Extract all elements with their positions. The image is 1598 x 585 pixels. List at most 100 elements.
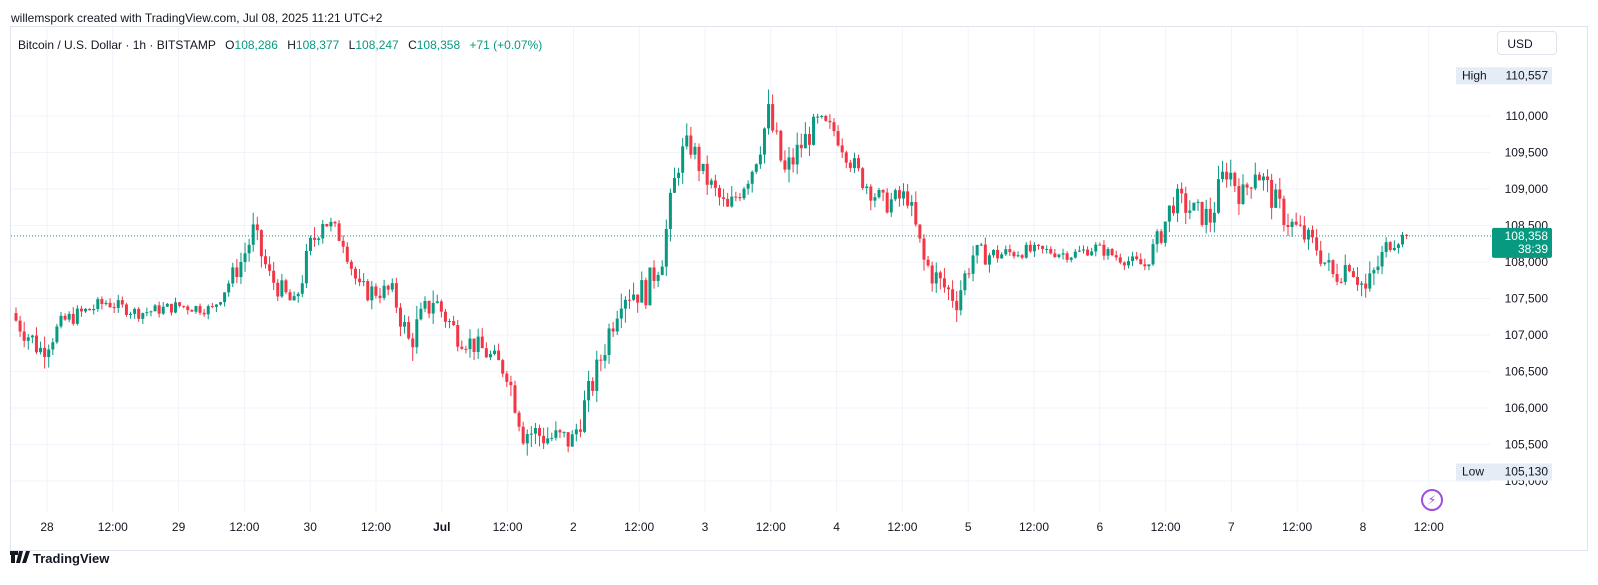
candle-body	[174, 302, 178, 313]
candle	[971, 245, 975, 282]
candle	[1171, 197, 1175, 216]
candle-body	[1274, 189, 1278, 208]
candle-body	[987, 255, 991, 265]
candle-body	[75, 308, 79, 324]
candle-body	[820, 115, 824, 117]
candle-body	[558, 430, 562, 433]
candle	[668, 188, 672, 242]
x-tick-label: 30	[304, 520, 318, 534]
candle	[992, 249, 996, 258]
candle-body	[484, 348, 488, 358]
candle	[190, 309, 194, 312]
candle	[877, 187, 881, 199]
candle	[427, 300, 431, 319]
candle-body	[488, 354, 492, 358]
candle	[276, 279, 280, 302]
candle-body	[1143, 264, 1147, 267]
y-tick-label: 106,500	[1505, 365, 1549, 379]
candle	[1339, 277, 1343, 284]
candle	[738, 192, 742, 202]
candle-body	[1380, 252, 1384, 267]
candle	[1081, 245, 1085, 254]
candle	[329, 217, 333, 232]
high-label: High	[1462, 68, 1487, 82]
candle-body	[705, 163, 709, 185]
candle	[464, 345, 468, 354]
candle-body	[1098, 244, 1102, 246]
candle-body	[746, 183, 750, 189]
candle	[456, 320, 460, 352]
x-tick-label: 12:00	[229, 520, 259, 534]
candle-body	[272, 270, 276, 283]
lightning-bolt-icon[interactable]: ⚡	[1421, 489, 1443, 511]
currency-button[interactable]: USD	[1497, 31, 1557, 55]
candle	[783, 150, 787, 173]
candle	[120, 296, 124, 308]
candle-body	[1388, 242, 1392, 250]
candle-body	[640, 280, 644, 303]
candle	[39, 341, 43, 355]
candle	[1086, 246, 1090, 257]
candle-body	[325, 224, 329, 227]
candle-body	[390, 283, 394, 290]
candle-body	[1306, 229, 1310, 240]
candle-body	[848, 162, 852, 168]
candle	[1041, 245, 1045, 254]
high-value: 110,557	[1506, 68, 1549, 82]
candle-body	[362, 281, 366, 283]
candle	[1053, 248, 1057, 259]
candle	[640, 271, 644, 303]
candle	[92, 304, 96, 315]
candle	[59, 312, 63, 329]
symbol-legend[interactable]: Bitcoin / U.S. Dollar · 1h · BITSTAMP O1…	[18, 37, 542, 53]
candle	[251, 212, 255, 252]
candle-body	[566, 432, 570, 447]
candle	[1335, 263, 1339, 286]
candle-body	[480, 336, 484, 349]
candle	[149, 310, 153, 317]
candle	[390, 278, 394, 293]
candle-body	[1229, 172, 1233, 180]
candle-body	[1298, 224, 1302, 226]
candle	[513, 380, 517, 414]
price-axis[interactable]: 105,000105,500106,000106,500107,000107,5…	[1505, 109, 1549, 488]
candle	[885, 188, 889, 214]
candle	[648, 267, 652, 306]
candle	[660, 260, 664, 276]
candle	[1319, 240, 1323, 267]
candle-body	[1216, 179, 1220, 213]
candle	[1032, 242, 1036, 257]
candle	[313, 227, 317, 247]
candle-body	[1167, 205, 1171, 222]
candle	[231, 262, 235, 288]
candle-body	[767, 104, 771, 129]
x-tick-label: 12:00	[1019, 520, 1049, 534]
brand-footer[interactable]: TradingView	[10, 548, 109, 568]
candle	[1274, 183, 1278, 209]
time-axis[interactable]: 28 12:00 29 12:00 30 12:00 Jul 12:00 2 12:00 3 12:0…	[40, 520, 1444, 534]
candle	[685, 123, 689, 150]
last-price-value: 108,358	[1505, 229, 1549, 243]
brand-name: TradingView	[33, 550, 110, 566]
candle	[1302, 216, 1306, 243]
candle	[632, 282, 636, 302]
candle-body	[501, 360, 505, 374]
candle-body	[574, 429, 578, 435]
candle-body	[672, 177, 676, 193]
candle	[14, 307, 18, 322]
candle	[1351, 267, 1355, 278]
candle	[562, 431, 566, 438]
candle	[296, 291, 300, 303]
candle	[1331, 259, 1335, 278]
candle	[599, 354, 603, 372]
candle	[333, 220, 337, 227]
candle	[979, 242, 983, 247]
candle	[129, 311, 133, 319]
candle	[922, 234, 926, 271]
candle	[1012, 250, 1016, 259]
candle	[96, 297, 100, 312]
candle	[533, 423, 537, 445]
chart-frame[interactable]	[10, 26, 1588, 551]
y-tick-label: 110,000	[1506, 109, 1549, 123]
